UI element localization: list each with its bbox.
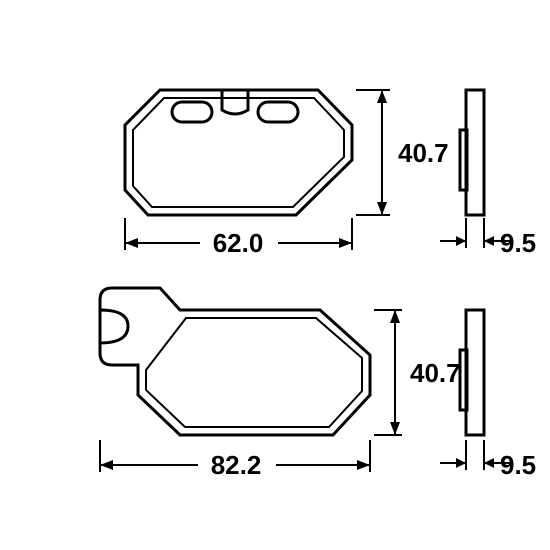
pad-bottom-group: 82.2 40.7 9.5 — [100, 288, 536, 480]
dim-top-width: 62.0 — [125, 218, 352, 258]
pad-bottom-sideview: 9.5 — [440, 310, 536, 480]
pad-bottom-inner — [146, 318, 362, 427]
pad-bottom-outline — [100, 288, 370, 435]
pad-top-group: 62.0 40.7 9.5 — [125, 90, 536, 258]
pad-top-slot-right — [258, 102, 298, 122]
dim-bottom-width: 82.2 — [100, 440, 370, 480]
dim-bottom-thick-label: 9.5 — [500, 450, 536, 480]
dim-bottom-height-label: 40.7 — [410, 358, 461, 388]
dim-bottom-width-label: 82.2 — [211, 450, 262, 480]
pad-top-outline — [125, 90, 352, 215]
dim-top-width-label: 62.0 — [213, 228, 264, 258]
pad-bottom-notch — [100, 310, 128, 343]
pad-top-bridge-notch — [222, 90, 248, 114]
dim-top-height: 40.7 — [356, 90, 449, 215]
pad-top-slot-left — [172, 102, 212, 122]
technical-drawing: 62.0 40.7 9.5 — [0, 0, 550, 550]
dim-top-thick-label: 9.5 — [500, 228, 536, 258]
dim-top-height-label: 40.7 — [398, 138, 449, 168]
pad-top-sideview: 9.5 — [440, 90, 536, 258]
dim-bottom-height: 40.7 — [374, 310, 461, 435]
